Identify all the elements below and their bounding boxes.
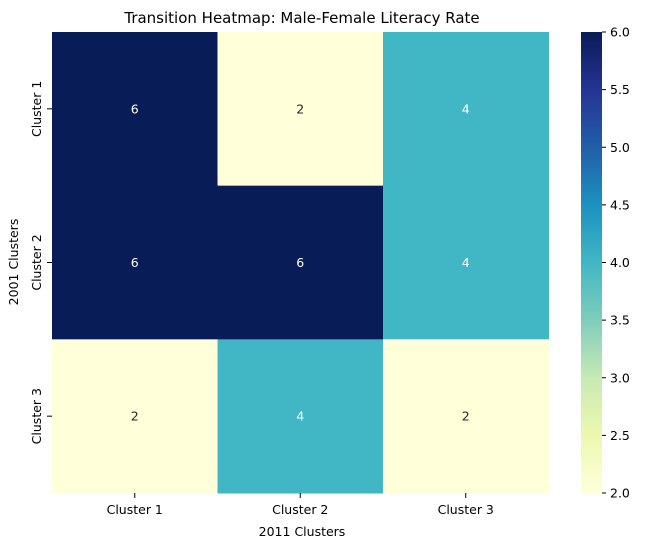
cell-value-label: 2 <box>462 409 470 424</box>
heatmap-cell <box>383 185 549 340</box>
cell-value-label: 4 <box>462 101 470 116</box>
colorbar-tick-label: 4.5 <box>610 197 630 212</box>
cell-value-label: 4 <box>296 409 304 424</box>
cell-value-label: 6 <box>296 255 304 270</box>
colorbar-ticks: 2.0 2.5 3.0 3.5 4.0 4.5 5.0 5.5 6.0 <box>602 25 630 501</box>
chart-title: Transition Heatmap: Male-Female Literacy… <box>123 9 479 27</box>
colorbar-tick-label: 5.5 <box>610 82 630 97</box>
heatmap-cell <box>217 185 384 340</box>
colorbar-tick-label: 2.0 <box>610 486 630 501</box>
x-tick-label: Cluster 1 <box>107 502 163 517</box>
y-axis-ticks: Cluster 1 Cluster 2 Cluster 3 <box>29 81 52 444</box>
cell-value-label: 6 <box>131 255 139 270</box>
cell-value-label: 2 <box>131 409 139 424</box>
heatmap-cell <box>217 339 384 494</box>
heatmap-cell <box>217 32 384 187</box>
y-axis-label: 2001 Clusters <box>6 219 21 306</box>
heatmap-cell <box>383 339 549 494</box>
colorbar-tick-label: 3.0 <box>610 370 630 385</box>
y-tick-label: Cluster 1 <box>29 81 44 137</box>
colorbar-tick-label: 4.0 <box>610 255 630 270</box>
colorbar-tick-label: 5.0 <box>610 140 630 155</box>
cell-value-label: 6 <box>131 101 139 116</box>
cell-value-label: 2 <box>296 101 304 116</box>
heatmap-cell <box>383 32 549 187</box>
y-tick-label: Cluster 3 <box>29 388 44 444</box>
colorbar <box>581 32 602 493</box>
cell-value-label: 4 <box>462 255 470 270</box>
colorbar-tick-label: 6.0 <box>610 25 630 40</box>
colorbar-tick-label: 3.5 <box>610 313 630 328</box>
heatmap-cell <box>52 339 218 494</box>
x-axis-ticks: Cluster 1 Cluster 2 Cluster 3 <box>107 493 494 517</box>
heatmap-cell <box>52 32 218 187</box>
x-tick-label: Cluster 2 <box>272 502 328 517</box>
colorbar-tick-label: 2.5 <box>610 428 630 443</box>
heatmap-cells: 6 2 4 6 6 4 2 4 2 <box>52 32 549 494</box>
y-tick-label: Cluster 2 <box>29 234 44 290</box>
heatmap-cell <box>52 185 218 340</box>
x-tick-label: Cluster 3 <box>438 502 494 517</box>
x-axis-label: 2011 Clusters <box>259 524 346 539</box>
